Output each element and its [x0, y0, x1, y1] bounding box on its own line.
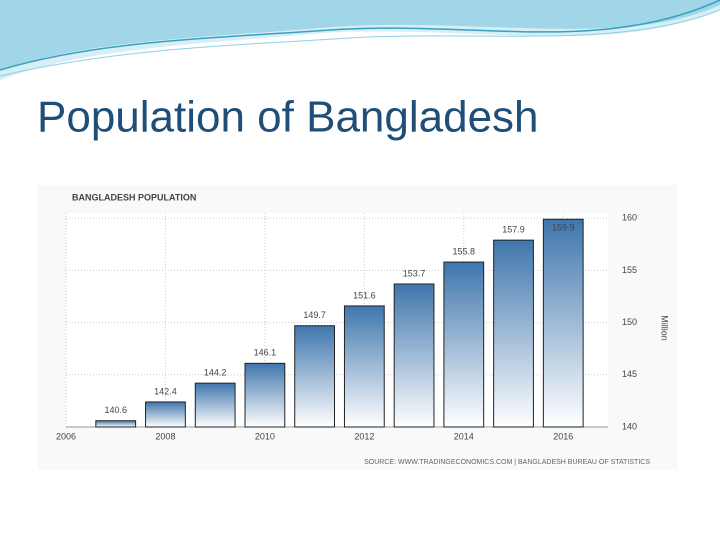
bar [244, 362, 286, 428]
x-tick-label: 2006 [56, 431, 76, 441]
y-tick-label: 160 [622, 213, 637, 223]
x-tick-label: 2010 [255, 431, 275, 441]
data-label: 146.1 [254, 348, 277, 358]
bar [194, 382, 236, 428]
bar [294, 325, 336, 428]
data-label: 157.9 [502, 225, 525, 235]
bar [493, 239, 534, 428]
data-label: 159.9 [552, 223, 575, 233]
header-waves [0, 0, 720, 80]
bar [393, 283, 435, 428]
bar [343, 305, 385, 428]
x-tick-label: 2008 [155, 431, 175, 441]
bar [95, 420, 137, 428]
data-label: 140.6 [104, 405, 127, 415]
bar [542, 218, 584, 428]
data-label: 153.7 [403, 268, 426, 278]
data-label: 144.2 [204, 368, 227, 378]
x-tick-label: 2012 [354, 431, 374, 441]
source: SOURCE: WWW.TRADINGECONOMICS.COM | BANGL… [364, 459, 650, 466]
data-label: 155.8 [453, 246, 476, 256]
y-tick-label: 140 [622, 421, 637, 431]
data-label: 151.6 [353, 290, 376, 300]
y-axis-label: Million [660, 315, 670, 341]
y-tick-label: 155 [622, 265, 637, 275]
x-tick-label: 2016 [553, 431, 573, 441]
chart-title: BANGLADESH POPULATION [72, 192, 196, 202]
bar [443, 261, 485, 428]
data-label: 149.7 [303, 310, 326, 320]
data-label: 142.4 [154, 386, 177, 396]
x-tick-label: 2014 [454, 431, 474, 441]
bar [145, 401, 186, 428]
slide-title: Population of Bangladesh [37, 93, 539, 142]
y-tick-label: 145 [622, 369, 637, 379]
y-tick-label: 150 [622, 317, 637, 327]
